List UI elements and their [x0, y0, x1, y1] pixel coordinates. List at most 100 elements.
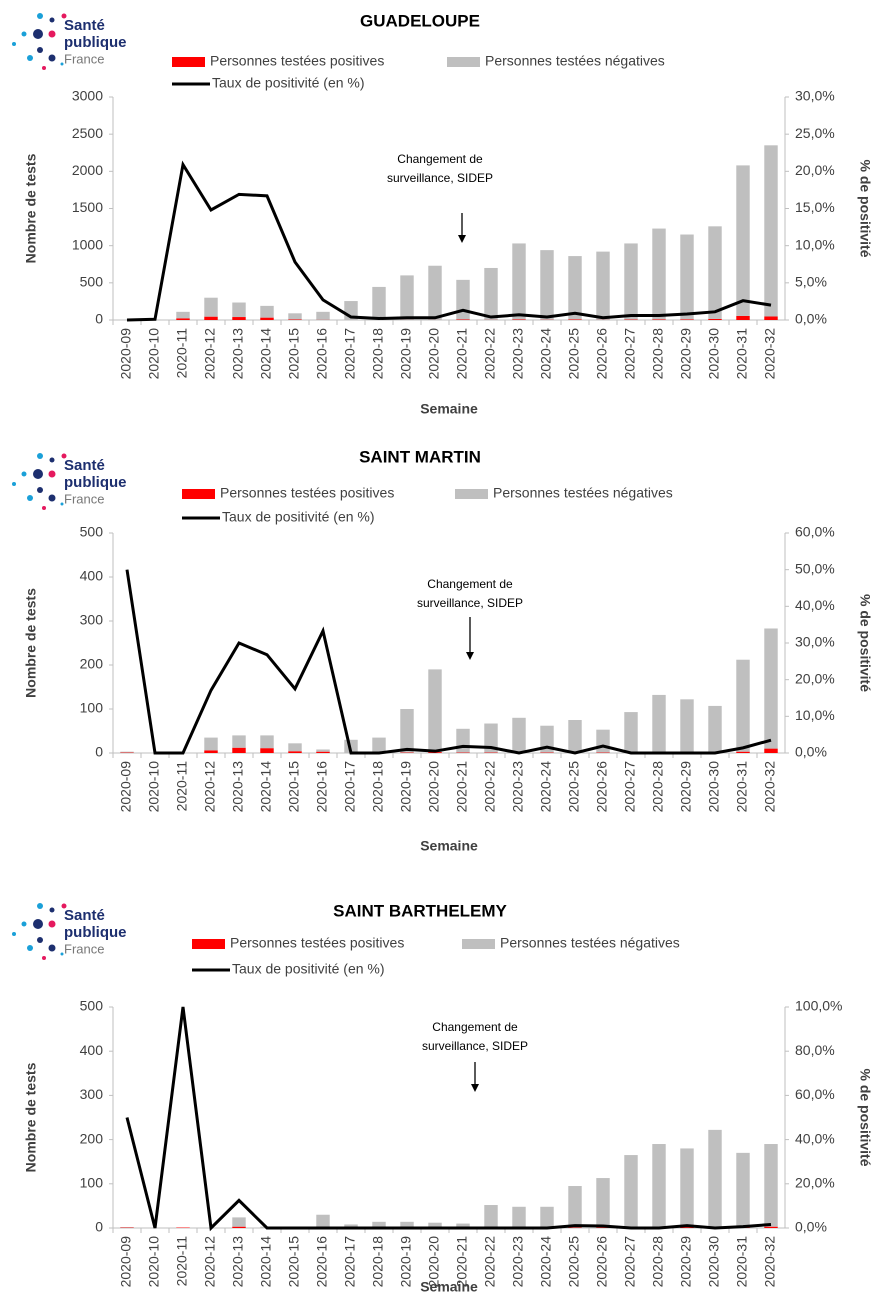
bar [232, 317, 246, 320]
y2-tick-label: 10,0% [795, 236, 835, 252]
x-tick-label: 2020-28 [650, 761, 666, 813]
x-tick-label: 2020-25 [566, 1236, 582, 1288]
bar [708, 318, 722, 320]
bar [428, 669, 442, 753]
x-tick-label: 2020-24 [538, 328, 554, 380]
bar [288, 743, 302, 752]
y2-tick-label: 20,0% [795, 1175, 835, 1191]
x-tick-label: 2020-18 [370, 328, 386, 380]
x-tick-label: 2020-26 [594, 328, 610, 380]
logo-dot [42, 66, 46, 70]
bar [540, 725, 554, 753]
legend-label: Personnes testées positives [220, 485, 394, 501]
y2-tick-label: 10,0% [795, 707, 835, 723]
bar [288, 751, 302, 753]
x-tick-label: 2020-20 [426, 761, 442, 813]
y2-tick-label: 50,0% [795, 560, 835, 576]
x-tick-label: 2020-26 [594, 1236, 610, 1288]
x-tick-label: 2020-23 [510, 328, 526, 380]
x-tick-label: 2020-13 [230, 761, 246, 813]
x-tick-label: 2020-21 [454, 328, 470, 380]
bar [680, 234, 694, 320]
annotation-arrowhead [466, 652, 474, 660]
y-tick-label: 1500 [72, 199, 103, 215]
bar [372, 286, 386, 320]
x-tick-label: 2020-20 [426, 328, 442, 380]
rate-line [125, 1006, 772, 1232]
legend-label: Personnes testées négatives [485, 53, 665, 69]
x-tick-label: 2020-28 [650, 1236, 666, 1288]
logo-dot [61, 453, 67, 459]
legend-label: Personnes testées négatives [500, 935, 680, 951]
x-tick-label: 2020-27 [622, 761, 638, 813]
annotation: Changement de [397, 152, 483, 166]
y-tick-label: 0 [95, 1219, 103, 1235]
logo-text: publique [64, 34, 127, 51]
x-tick-label: 2020-16 [314, 1236, 330, 1288]
y-tick-label: 0 [95, 744, 103, 760]
x-tick-label: 2020-31 [734, 328, 750, 380]
bar [428, 1222, 442, 1228]
x-tick-label: 2020-30 [706, 1236, 722, 1288]
bar [232, 747, 246, 753]
logo-dot [37, 47, 43, 53]
logo-text: Santé [64, 907, 105, 924]
x-tick-label: 2020-22 [482, 328, 498, 380]
bar [568, 256, 582, 320]
logo-dot [37, 453, 43, 459]
logo-dot [37, 13, 43, 19]
y-tick-label: 2000 [72, 162, 103, 178]
x-tick-label: 2020-22 [482, 1236, 498, 1288]
logo-dot [33, 469, 43, 479]
bar [400, 1221, 414, 1228]
logo-text: France [64, 491, 104, 506]
bar [512, 243, 526, 320]
y2-tick-label: 15,0% [795, 199, 835, 215]
x-axis-label: Semaine [420, 401, 478, 417]
bar [708, 1129, 722, 1228]
y-tick-label: 400 [80, 568, 104, 584]
bar [512, 319, 526, 320]
x-tick-label: 2020-28 [650, 328, 666, 380]
x-tick-label: 2020-24 [538, 761, 554, 813]
x-tick-label: 2020-12 [202, 1236, 218, 1288]
y-tick-label: 300 [80, 1086, 104, 1102]
x-tick-label: 2020-25 [566, 761, 582, 813]
annotation: Changement de [432, 1020, 518, 1034]
chart-title: GUADELOUPE [360, 11, 480, 30]
x-tick-label: 2020-09 [118, 328, 134, 380]
y-tick-label: 2500 [72, 125, 103, 141]
legend-label: Personnes testées positives [210, 53, 384, 69]
annotation: Changement de [427, 577, 513, 591]
bar [204, 316, 218, 320]
x-tick-label: 2020-09 [118, 1236, 134, 1288]
bar [736, 751, 750, 753]
bar [708, 226, 722, 319]
bar [568, 1186, 582, 1228]
y2-axis-label: % de positivité [857, 1068, 873, 1166]
bar [540, 250, 554, 320]
y2-tick-label: 60,0% [795, 524, 835, 540]
x-tick-label: 2020-18 [370, 761, 386, 813]
legend-label: Personnes testées positives [230, 935, 404, 951]
legend-swatch [192, 939, 225, 949]
legend-label: Taux de positivité (en %) [232, 961, 385, 977]
bar [120, 751, 134, 753]
bar [764, 748, 778, 753]
bar [204, 737, 218, 751]
x-tick-label: 2020-11 [174, 761, 190, 812]
y-tick-label: 1000 [72, 236, 103, 252]
bar [316, 749, 330, 752]
x-tick-label: 2020-14 [258, 761, 274, 813]
y-tick-label: 300 [80, 612, 104, 628]
bar [736, 659, 750, 752]
bar [400, 275, 414, 320]
bar [736, 165, 750, 316]
logo-dot [27, 495, 33, 501]
logo-dot [37, 487, 43, 493]
x-tick-label: 2020-14 [258, 328, 274, 380]
y2-tick-label: 0,0% [795, 311, 827, 327]
